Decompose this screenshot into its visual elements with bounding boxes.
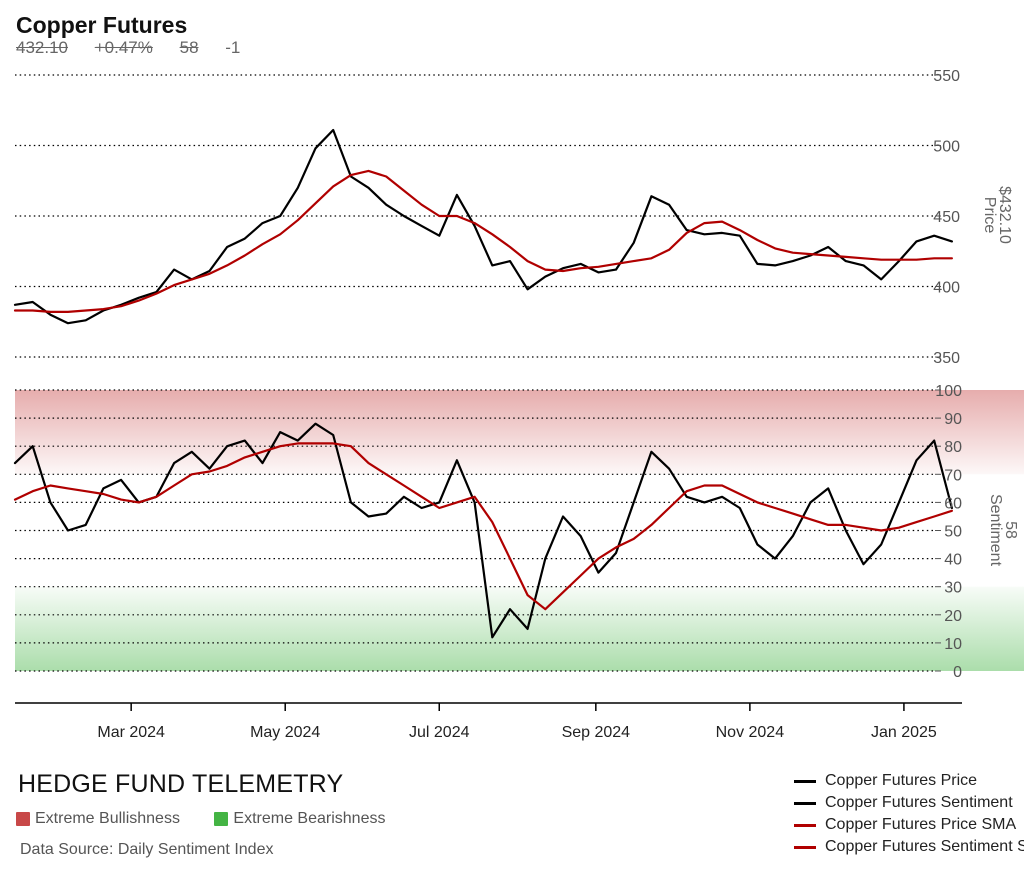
sentiment-tick-label: 30 bbox=[944, 580, 962, 597]
zone-key: Extreme Bullishness Extreme Bearishness bbox=[16, 810, 415, 831]
legend-label: Copper Futures Sentiment bbox=[825, 794, 1013, 811]
price-tick-label: 450 bbox=[933, 209, 960, 226]
legend-item-sentiment[interactable]: Copper Futures Sentiment bbox=[794, 792, 1024, 814]
legend-item-sentiment-sma[interactable]: Copper Futures Sentiment SMA bbox=[794, 836, 1024, 858]
legend-item-price[interactable]: Copper Futures Price bbox=[794, 770, 1024, 792]
sentiment-tick-label: 90 bbox=[944, 411, 962, 428]
series bbox=[13, 128, 953, 639]
stat-sentiment: 58 bbox=[179, 38, 199, 57]
sentiment-axis-title: Sentiment bbox=[987, 494, 1004, 567]
sentiment-line bbox=[13, 422, 953, 639]
sentiment-axis-value: 58 bbox=[1002, 521, 1019, 539]
price-tick-label: 350 bbox=[933, 350, 960, 367]
brand-name: HEDGE FUND TELEMETRY bbox=[18, 770, 344, 798]
sentiment-zones bbox=[15, 390, 1024, 671]
price-sma-line bbox=[13, 169, 953, 313]
chart-title: Copper Futures bbox=[16, 12, 188, 38]
sentiment-sma-line bbox=[13, 442, 953, 611]
sentiment-tick-label: 40 bbox=[944, 552, 962, 569]
sentiment-tick-label: 0 bbox=[953, 664, 962, 681]
key-bear-label: Extreme Bearishness bbox=[233, 810, 386, 827]
price-tick-label: 550 bbox=[933, 68, 960, 85]
sentiment-tick-label: 80 bbox=[944, 439, 962, 456]
sentiment-tick-label: 60 bbox=[944, 495, 962, 512]
sentiment-tick-label: 20 bbox=[944, 608, 962, 625]
stat-price: 432.10 bbox=[16, 38, 68, 57]
axis-labels: 350 400 450 500 550 0 10 20 30 40 50 60 70 80 90 100 Mar… bbox=[97, 68, 1019, 741]
zone-extreme-bearishness bbox=[15, 586, 1024, 671]
price-line bbox=[13, 128, 953, 325]
sentiment-tick-label: 50 bbox=[944, 524, 962, 541]
x-tick-label: Nov 2024 bbox=[716, 724, 785, 741]
key-bear: Extreme Bearishness bbox=[214, 810, 385, 828]
bull-swatch-icon bbox=[16, 812, 30, 826]
data-source: Data Source: Daily Sentiment Index bbox=[20, 841, 274, 858]
legend-label: Copper Futures Sentiment SMA bbox=[825, 838, 1024, 855]
chart-legend: Copper Futures Price Copper Futures Sent… bbox=[794, 770, 1024, 858]
legend-label: Copper Futures Price SMA bbox=[825, 816, 1017, 833]
legend-label: Copper Futures Price bbox=[825, 772, 978, 789]
bear-swatch-icon bbox=[214, 812, 229, 826]
x-tick-label: May 2024 bbox=[250, 724, 320, 741]
x-tick-label: Sep 2024 bbox=[562, 724, 631, 741]
legend-line-icon bbox=[794, 845, 816, 849]
zone-extreme-bullishness bbox=[15, 390, 1024, 475]
gridlines bbox=[15, 74, 935, 672]
x-tick-label: Jan 2025 bbox=[871, 724, 937, 741]
price-stats: 432.10 +0.47% 58 -1 bbox=[16, 38, 262, 58]
price-axis-title: Price bbox=[981, 197, 998, 234]
x-tick-label: Jul 2024 bbox=[409, 724, 470, 741]
x-tick-label: Mar 2024 bbox=[97, 724, 165, 741]
key-bull: Extreme Bullishness bbox=[16, 810, 180, 828]
legend-line-icon bbox=[794, 801, 816, 805]
sentiment-tick-label: 70 bbox=[944, 467, 962, 484]
legend-item-price-sma[interactable]: Copper Futures Price SMA bbox=[794, 814, 1024, 836]
legend-line-icon bbox=[794, 779, 816, 783]
stat-sentiment-change: -1 bbox=[225, 38, 241, 57]
sentiment-tick-label: 10 bbox=[944, 636, 962, 653]
stat-change: +0.47% bbox=[94, 38, 153, 57]
price-axis-value: $432.10 bbox=[996, 186, 1013, 244]
key-bull-label: Extreme Bullishness bbox=[35, 810, 180, 827]
price-tick-label: 400 bbox=[933, 280, 960, 297]
price-tick-label: 500 bbox=[933, 139, 960, 156]
sentiment-tick-label: 100 bbox=[935, 383, 962, 400]
legend-line-icon bbox=[794, 823, 816, 827]
